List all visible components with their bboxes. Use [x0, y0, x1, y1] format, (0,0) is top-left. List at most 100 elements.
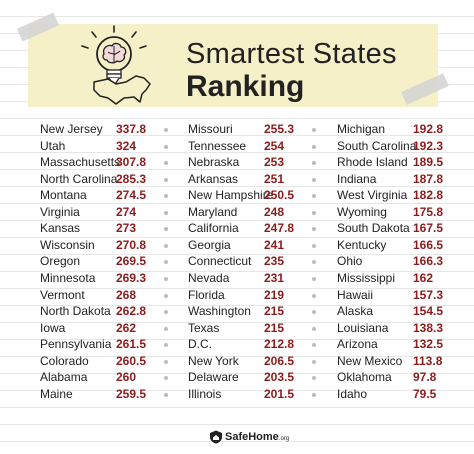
state-name: Kentucky: [337, 237, 387, 252]
state-score: 212.8: [264, 337, 295, 352]
table-row: Washington 215: [188, 304, 338, 320]
state-name: Arkansas: [188, 171, 239, 186]
table-row: Michigan 192.8: [337, 122, 474, 138]
column-separator-dot: [312, 128, 316, 132]
table-row: Utah 324: [40, 139, 190, 155]
column-separator-dot: [312, 326, 316, 331]
state-name: Montana: [40, 188, 87, 203]
table-row: Texas 215: [188, 321, 338, 337]
state-name: Maryland: [188, 204, 238, 219]
table-row: Arizona 132.5: [337, 337, 474, 353]
table-row: Alabama 260: [40, 370, 190, 386]
table-row: Rhode Island 189.5: [337, 155, 474, 171]
state-score: 166.3: [413, 254, 444, 269]
state-name: Arizona: [337, 337, 378, 352]
state-score: 324: [116, 138, 137, 153]
state-name: California: [188, 221, 239, 236]
table-row: Florida 219: [188, 288, 338, 304]
state-name: Idaho: [337, 386, 368, 401]
state-name: New York: [188, 353, 239, 368]
column-separator-dot: [312, 210, 316, 215]
table-row: South Dakota 167.5: [337, 221, 474, 237]
table-row: D.C. 212.8: [188, 337, 338, 353]
state-name: Illinois: [188, 386, 222, 401]
state-score: 260.5: [116, 353, 147, 368]
state-score: 269.3: [116, 270, 147, 285]
state-name: Missouri: [188, 122, 233, 136]
state-name: Delaware: [188, 370, 239, 385]
state-score: 231: [264, 270, 285, 285]
state-score: 261.5: [116, 337, 147, 352]
state-name: Rhode Island: [337, 155, 408, 170]
column-separator-dot: [164, 376, 168, 381]
state-name: Alaska: [337, 304, 374, 319]
state-name: Minnesota: [40, 270, 96, 285]
state-score: 269.5: [116, 254, 147, 269]
state-score: 253: [264, 155, 285, 170]
state-score: 167.5: [413, 221, 444, 236]
state-name: New Mexico: [337, 353, 403, 368]
state-name: Texas: [188, 320, 220, 335]
state-name: Connecticut: [188, 254, 252, 269]
column-separator-dot: [312, 260, 316, 265]
table-row: Virginia 274: [40, 205, 190, 221]
state-score: 154.5: [413, 304, 444, 319]
lightbulb-brain-icon: [81, 25, 151, 105]
state-name: South Dakota: [337, 221, 410, 236]
column-separator-dot: [312, 227, 316, 232]
state-score: 247.8: [264, 221, 295, 236]
column-separator-dot: [164, 392, 168, 397]
table-row: Delaware 203.5: [188, 370, 338, 386]
column-separator-dot: [164, 128, 168, 132]
column-separator-dot: [164, 326, 168, 331]
table-row: North Dakota 262.8: [40, 304, 190, 320]
table-row: Colorado 260.5: [40, 354, 190, 370]
state-name: Massachusetts: [40, 155, 121, 170]
state-score: 157.3: [413, 287, 444, 302]
state-score: 251: [264, 171, 285, 186]
state-name: South Carolina: [337, 138, 417, 153]
state-score: 270.8: [116, 237, 147, 252]
state-score: 241: [264, 237, 285, 252]
brand-name: SafeHome.org: [225, 431, 289, 443]
state-name: North Carolina: [40, 171, 118, 186]
table-row: Massachusetts 307.8: [40, 155, 190, 171]
state-name: New Hampshire: [188, 188, 274, 203]
state-name: Kansas: [40, 221, 81, 236]
column-separator-dot: [312, 343, 316, 348]
state-name: Mississippi: [337, 270, 396, 285]
table-row: Maryland 248: [188, 205, 338, 221]
state-score: 215: [264, 320, 285, 335]
state-name: New Jersey: [40, 122, 103, 136]
brand-suffix: .org: [278, 436, 290, 442]
state-score: 113.8: [413, 353, 443, 368]
title-line-1: Smartest States: [186, 38, 397, 70]
state-score: 79.5: [413, 386, 437, 401]
state-name: Utah: [40, 138, 66, 153]
state-name: Oklahoma: [337, 370, 392, 385]
state-name: Michigan: [337, 122, 386, 136]
table-row: Alaska 154.5: [337, 304, 474, 320]
state-score: 285.3: [116, 171, 147, 186]
state-name: Nevada: [188, 270, 230, 285]
table-row: Ohio 166.3: [337, 254, 474, 270]
table-row: Oklahoma 97.8: [337, 370, 474, 386]
state-score: 166.5: [413, 237, 444, 252]
state-score: 250.5: [264, 188, 295, 203]
state-name: Florida: [188, 287, 225, 302]
table-row: Idaho 79.5: [337, 387, 474, 403]
state-score: 97.8: [413, 370, 437, 385]
column-separator-dot: [312, 243, 316, 248]
column-separator-dot: [312, 310, 316, 315]
column-separator-dot: [164, 310, 168, 315]
state-score: 260: [116, 370, 137, 385]
state-score: 189.5: [413, 155, 444, 170]
table-row: Iowa 262: [40, 321, 190, 337]
state-name: Vermont: [40, 287, 85, 302]
state-score: 215: [264, 304, 285, 319]
table-row: New York 206.5: [188, 354, 338, 370]
state-name: Washington: [188, 304, 251, 319]
table-row: Maine 259.5: [40, 387, 190, 403]
state-score: 274: [116, 204, 137, 219]
table-row: Oregon 269.5: [40, 254, 190, 270]
